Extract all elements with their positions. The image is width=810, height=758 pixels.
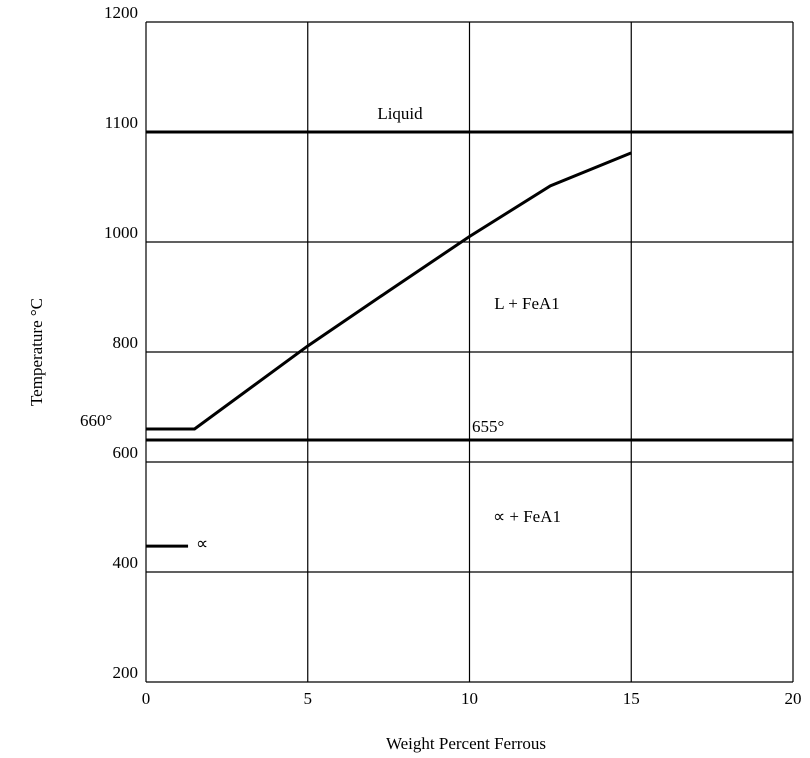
annotation: Liquid xyxy=(377,104,423,123)
y-axis-label: Temperature °C xyxy=(27,298,46,406)
x-axis-label: Weight Percent Ferrous xyxy=(386,734,546,753)
x-tick-label: 5 xyxy=(304,689,313,708)
y-tick-label: 800 xyxy=(113,333,139,352)
annotation: 655° xyxy=(472,417,504,436)
y-tick-label: 1100 xyxy=(105,113,138,132)
phase-line xyxy=(146,153,631,429)
annotation: ∝ xyxy=(196,534,208,553)
chart: Weight Percent Ferrous Temperature °C 20… xyxy=(0,0,810,758)
y-tick-label: 200 xyxy=(113,663,139,682)
x-tick-label: 10 xyxy=(461,689,478,708)
annotation: 660° xyxy=(80,411,112,430)
y-tick-label: 1200 xyxy=(104,3,138,22)
annotation: L + FeA1 xyxy=(494,294,560,313)
x-tick-label: 0 xyxy=(142,689,151,708)
x-tick-label: 15 xyxy=(623,689,640,708)
y-tick-label: 600 xyxy=(113,443,139,462)
annotation: ∝ + FeA1 xyxy=(493,507,561,526)
y-tick-label: 1000 xyxy=(104,223,138,242)
x-tick-label: 20 xyxy=(785,689,802,708)
y-tick-label: 400 xyxy=(113,553,139,572)
